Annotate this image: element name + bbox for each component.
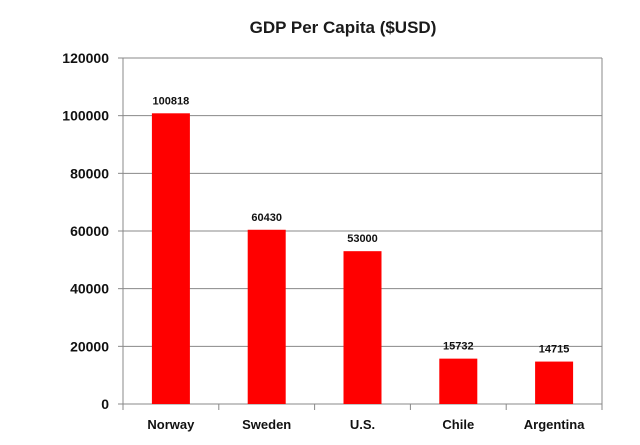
x-tick-label: Norway	[147, 417, 195, 432]
bar-argentina	[535, 361, 574, 404]
y-tick-label: 120000	[62, 50, 109, 66]
bar-norway	[151, 113, 190, 404]
data-label: 14715	[539, 344, 570, 356]
data-label: 60430	[251, 212, 282, 224]
y-tick-label: 80000	[70, 165, 109, 181]
y-tick-label: 100000	[62, 108, 109, 124]
x-tick-label: Sweden	[242, 417, 291, 432]
x-tick-label: U.S.	[350, 417, 375, 432]
data-label: 100818	[153, 95, 190, 107]
x-tick-label: Argentina	[524, 417, 585, 432]
y-tick-label: 60000	[70, 223, 109, 239]
y-tick-label: 40000	[70, 281, 109, 297]
bar-chile	[439, 358, 478, 404]
chart-title: GDP Per Capita ($USD)	[250, 18, 437, 37]
x-tick-label: Chile	[442, 417, 474, 432]
data-label: 53000	[347, 233, 378, 245]
bars	[151, 113, 574, 404]
y-tick-label: 0	[101, 396, 109, 412]
data-labels: 100818 60430 53000 15732 14715	[153, 95, 570, 355]
y-tick-label: 20000	[70, 338, 109, 354]
bar-us	[343, 251, 382, 404]
x-axis-ticks: Norway Sweden U.S. Chile Argentina	[147, 417, 585, 432]
data-label: 15732	[443, 341, 474, 353]
gridlines	[123, 57, 602, 347]
bar-sweden	[247, 229, 286, 404]
y-axis-ticks: 0 20000 40000 60000 80000 100000 120000	[62, 50, 109, 412]
